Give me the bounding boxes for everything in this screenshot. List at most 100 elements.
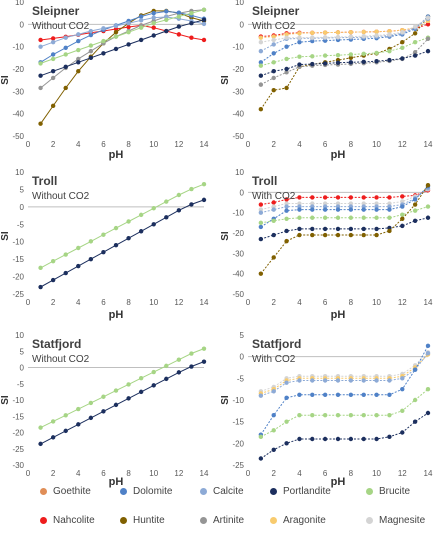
data-point bbox=[113, 26, 119, 32]
y-tick-label: -40 bbox=[12, 110, 24, 119]
data-point bbox=[387, 32, 392, 37]
data-point bbox=[335, 201, 341, 206]
x-tick-label: 8 bbox=[126, 469, 131, 478]
data-point bbox=[310, 392, 315, 397]
data-point bbox=[310, 35, 315, 40]
data-point bbox=[258, 207, 264, 212]
x-axis-title: pH bbox=[331, 309, 346, 321]
data-point bbox=[271, 204, 276, 209]
data-point bbox=[297, 226, 302, 232]
data-point bbox=[425, 204, 431, 209]
data-point bbox=[271, 412, 276, 418]
x-tick-label: 0 bbox=[26, 140, 31, 149]
y-tick-label: -25 bbox=[12, 445, 24, 454]
y-tick-label: -20 bbox=[232, 65, 244, 74]
data-point bbox=[297, 392, 302, 397]
x-tick-label: 12 bbox=[174, 469, 183, 478]
data-point bbox=[400, 223, 405, 229]
data-point bbox=[400, 204, 405, 209]
y-tick-label: -50 bbox=[232, 132, 244, 141]
chart-title: Sleipner bbox=[252, 4, 300, 18]
y-tick-label: 0 bbox=[20, 203, 25, 212]
data-point bbox=[297, 204, 302, 209]
legend-marker-icon bbox=[366, 487, 373, 495]
data-point bbox=[201, 197, 207, 203]
x-tick-label: 10 bbox=[372, 469, 381, 478]
data-point bbox=[38, 121, 43, 126]
y-tick-label: -10 bbox=[232, 209, 244, 218]
x-tick-label: 2 bbox=[271, 469, 276, 478]
data-point bbox=[88, 55, 94, 61]
legend-item-huntite: Huntite bbox=[120, 513, 165, 527]
data-point bbox=[284, 35, 289, 40]
data-point bbox=[101, 394, 106, 399]
data-point bbox=[50, 103, 56, 109]
y-tick-label: -20 bbox=[232, 439, 244, 448]
data-point bbox=[138, 212, 144, 218]
series-magnesite bbox=[258, 187, 431, 212]
data-point bbox=[348, 55, 354, 61]
data-point bbox=[348, 204, 354, 209]
data-point bbox=[284, 441, 289, 446]
series-line bbox=[260, 37, 429, 67]
data-point bbox=[348, 201, 354, 206]
data-point bbox=[271, 389, 276, 394]
data-point bbox=[297, 35, 302, 40]
data-point bbox=[374, 392, 379, 397]
data-point bbox=[374, 207, 379, 212]
data-point bbox=[126, 236, 131, 241]
x-tick-label: 14 bbox=[200, 298, 209, 307]
data-point bbox=[126, 29, 131, 35]
data-point bbox=[374, 412, 379, 418]
data-point bbox=[284, 395, 289, 401]
data-point bbox=[201, 17, 207, 23]
data-point bbox=[310, 232, 315, 238]
data-point bbox=[425, 15, 431, 20]
data-point bbox=[361, 195, 366, 200]
data-point bbox=[310, 54, 315, 59]
data-point bbox=[284, 208, 289, 213]
data-point bbox=[387, 228, 392, 234]
y-axis-title: SI bbox=[0, 231, 11, 241]
legend-label: Nahcolite bbox=[53, 514, 95, 526]
data-point bbox=[348, 34, 354, 39]
data-point bbox=[258, 393, 264, 398]
data-point bbox=[88, 28, 94, 34]
x-tick-label: 12 bbox=[398, 298, 407, 307]
data-point bbox=[284, 32, 289, 37]
data-point bbox=[387, 215, 392, 220]
data-point bbox=[284, 419, 289, 424]
data-point bbox=[322, 35, 328, 40]
data-point bbox=[76, 32, 81, 37]
data-point bbox=[348, 215, 354, 220]
data-point bbox=[189, 351, 194, 356]
data-point bbox=[76, 406, 81, 412]
data-point bbox=[164, 215, 169, 220]
y-axis-title: SI bbox=[220, 231, 231, 241]
data-point bbox=[335, 195, 341, 200]
y-tick-label: -10 bbox=[12, 396, 24, 405]
data-point bbox=[297, 31, 302, 36]
data-point bbox=[63, 428, 68, 434]
series-line bbox=[40, 348, 205, 429]
data-point bbox=[310, 412, 315, 418]
y-tick-label: -5 bbox=[17, 380, 25, 389]
data-point bbox=[374, 58, 379, 64]
data-point bbox=[176, 208, 182, 213]
data-point bbox=[297, 232, 302, 238]
data-point bbox=[189, 364, 194, 369]
data-point bbox=[412, 40, 418, 45]
data-point bbox=[297, 40, 302, 45]
data-point bbox=[164, 9, 169, 14]
x-tick-label: 14 bbox=[424, 140, 433, 149]
data-point bbox=[310, 436, 315, 442]
data-point bbox=[271, 255, 276, 260]
data-point bbox=[138, 14, 144, 19]
legend-marker-icon bbox=[270, 487, 277, 495]
chart-panel: 100-10-20-30-40-500 2 4 6 8 10 12 14SIpHSleipne… bbox=[220, 0, 433, 161]
data-point bbox=[258, 236, 264, 242]
series-line bbox=[260, 217, 429, 240]
data-point bbox=[284, 204, 289, 209]
data-point bbox=[361, 207, 366, 212]
